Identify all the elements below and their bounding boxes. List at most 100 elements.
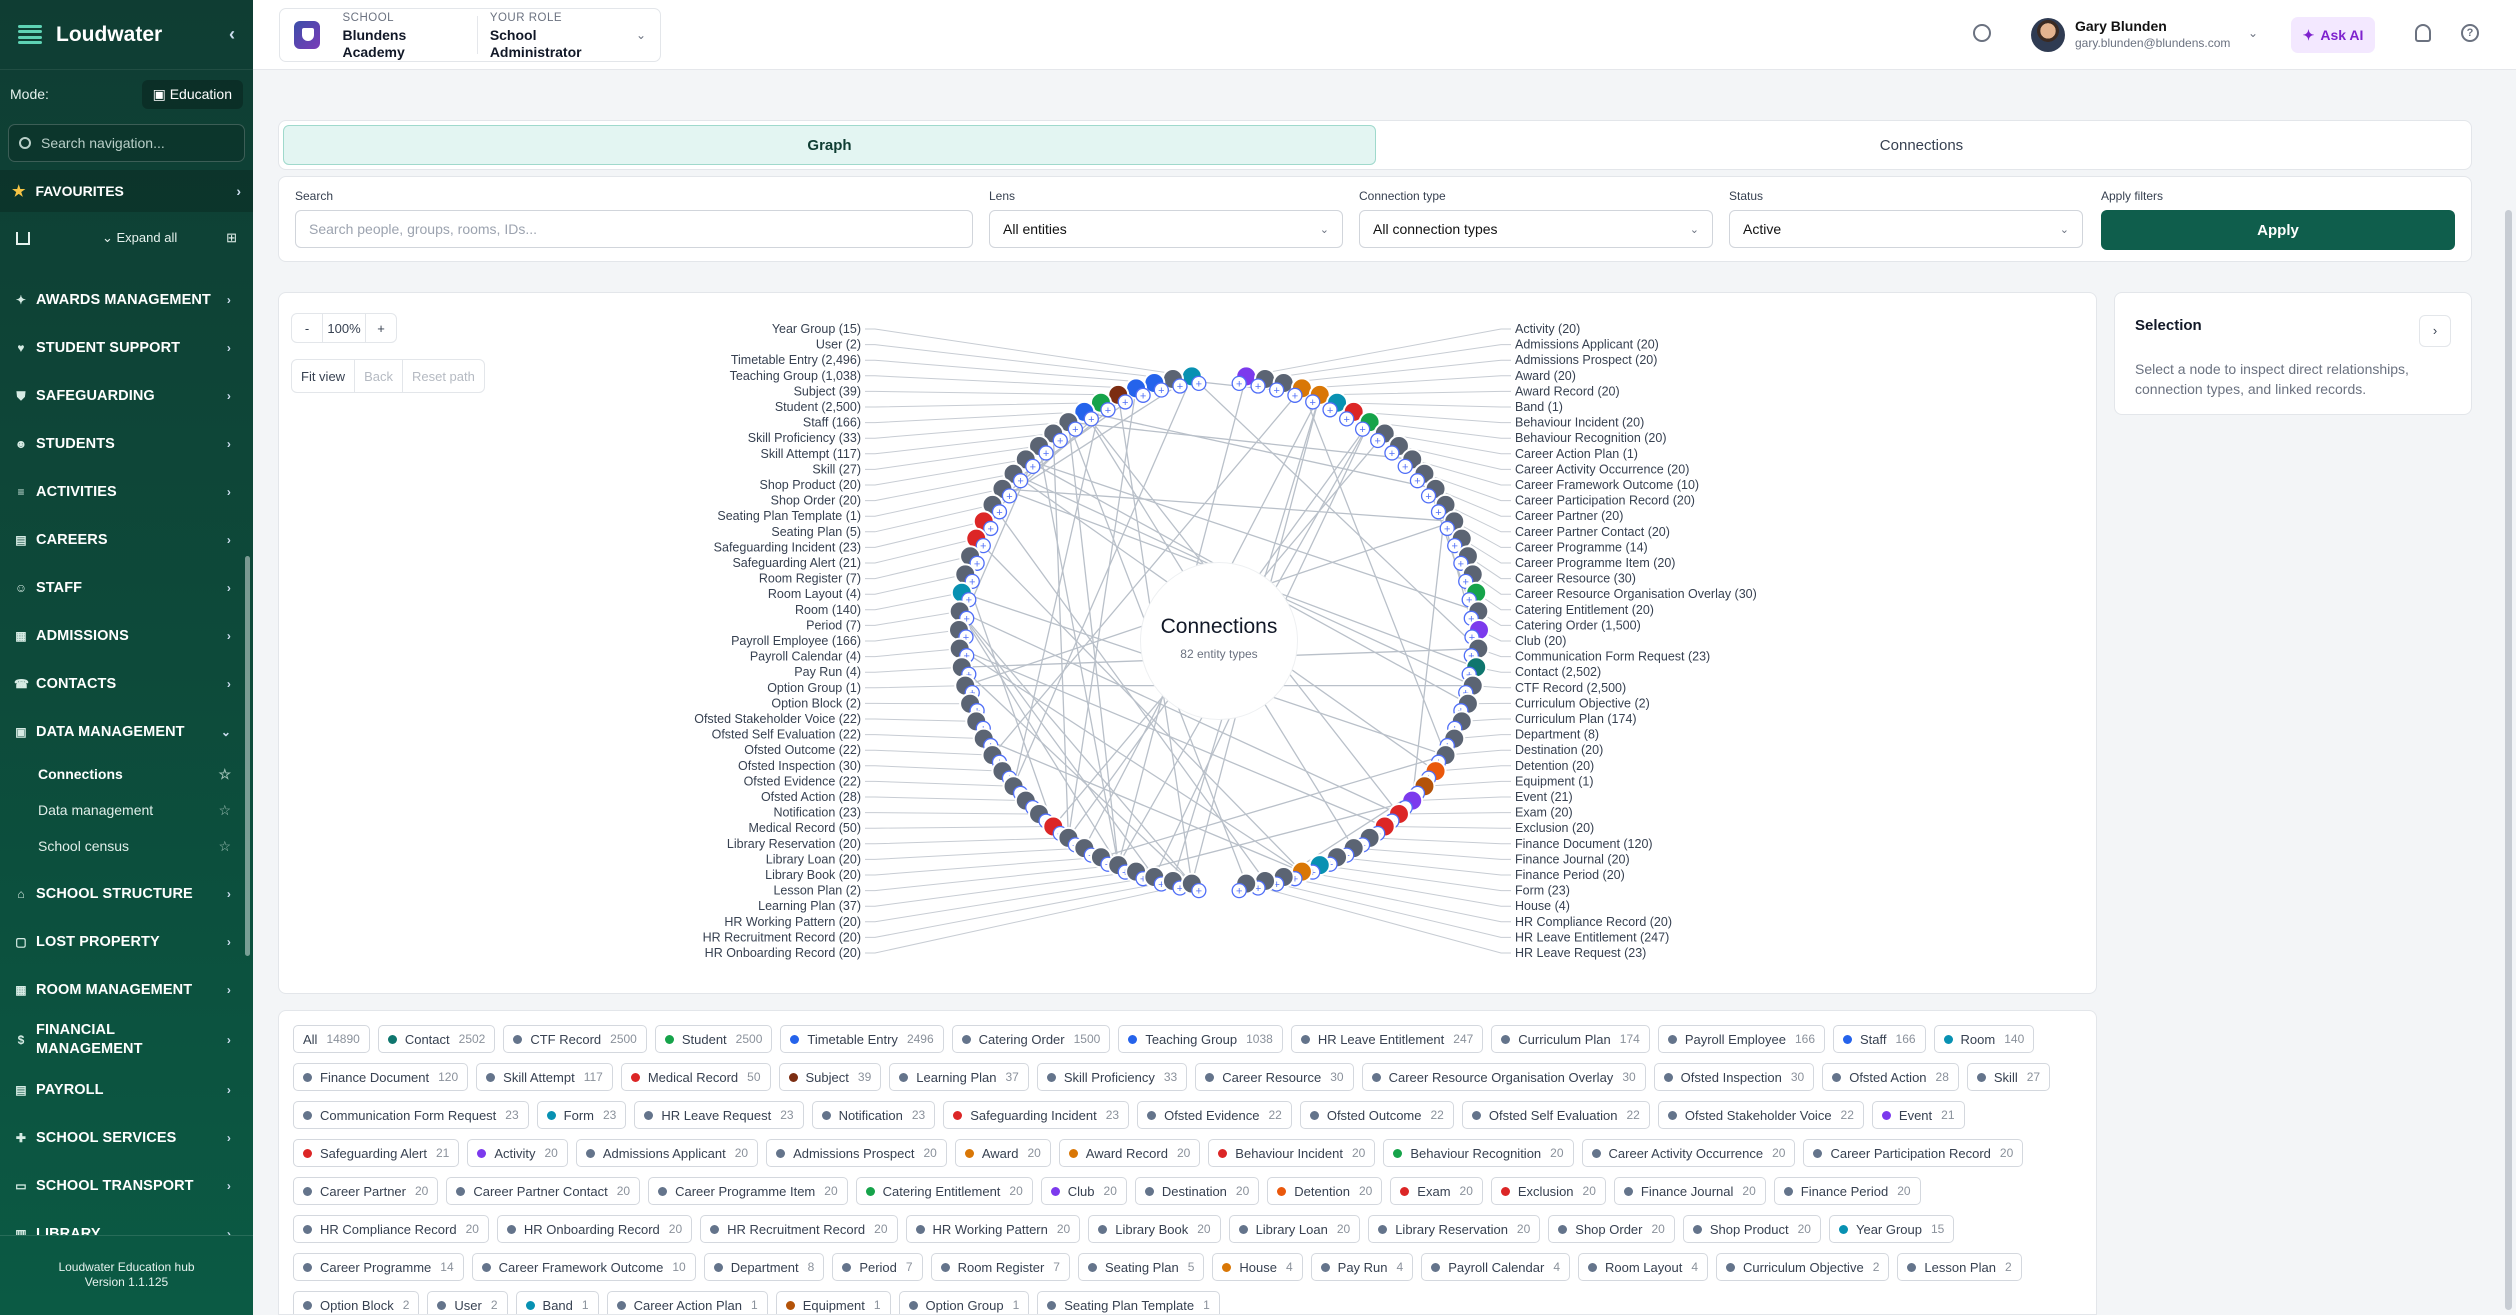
entity-filter-chip[interactable]: Option Block 2 (293, 1291, 420, 1314)
nav-search-input[interactable]: Search navigation... (8, 124, 245, 162)
reset-path-button[interactable]: Reset path (411, 368, 475, 384)
expand-node-icon[interactable] (1250, 378, 1266, 394)
node-label[interactable]: Club (20) (1515, 634, 1566, 648)
entity-filter-chip[interactable]: Option Group 1 (898, 1291, 1030, 1314)
status-select[interactable]: Active ⌄ (1729, 210, 2083, 248)
entity-filter-chip[interactable]: Ofsted Stakeholder Voice 22 (1657, 1101, 1864, 1129)
entity-filter-chip[interactable]: Library Book 20 (1088, 1215, 1221, 1243)
entity-filter-chip[interactable]: Ofsted Action 28 (1822, 1063, 1959, 1091)
entity-filter-chip[interactable]: Room Register 7 (930, 1253, 1070, 1281)
sidebar-item-awards-management[interactable]: ✦ AWARDS MANAGEMENT › (0, 276, 245, 324)
node-label[interactable]: Library Loan (20) (766, 852, 861, 866)
entity-filter-chip[interactable]: Skill Attempt 117 (476, 1063, 613, 1091)
expand-node-icon[interactable] (969, 555, 985, 571)
expand-node-icon[interactable] (1409, 473, 1426, 489)
node-label[interactable]: Finance Journal (20) (1515, 852, 1630, 866)
expand-node-icon[interactable] (975, 537, 991, 554)
node-label[interactable]: Exclusion (20) (1515, 821, 1594, 835)
node-label[interactable]: Event (21) (1515, 790, 1573, 804)
sidebar-item-lost-property[interactable]: ▢ LOST PROPERTY › (0, 918, 245, 966)
entity-filter-chip[interactable]: Award Record 20 (1058, 1139, 1201, 1167)
grid-icon[interactable]: ⊞ (226, 230, 237, 245)
entity-filter-chip[interactable]: Curriculum Objective 2 (1716, 1253, 1890, 1281)
entity-filter-chip[interactable]: Shop Order 20 (1548, 1215, 1675, 1243)
chevron-right-icon[interactable]: › (2419, 315, 2451, 347)
node-label[interactable]: User (2) (816, 338, 861, 352)
node-label[interactable]: Student (2,500) (775, 400, 861, 414)
entity-filter-chip[interactable]: Career Partner Contact 20 (446, 1177, 641, 1205)
brand[interactable]: Loudwater ‹ (0, 0, 253, 70)
node-label[interactable]: HR Leave Request (23) (1515, 946, 1646, 960)
entity-filter-chip[interactable]: Skill 27 (1966, 1063, 2051, 1091)
expand-node-icon[interactable] (1354, 421, 1371, 437)
tab-connections[interactable]: Connections (1879, 136, 1964, 154)
node-label[interactable]: Ofsted Evidence (22) (744, 774, 861, 788)
sidebar-item-staff[interactable]: ☺ STAFF › (0, 564, 245, 612)
node-label[interactable]: Finance Document (120) (1515, 837, 1653, 851)
avatar[interactable] (2031, 18, 2065, 52)
entity-filter-chip[interactable]: Payroll Calendar 4 (1421, 1253, 1571, 1281)
chevron-down-icon[interactable]: ⌄ (2248, 26, 2259, 40)
node-label[interactable]: Behaviour Incident (20) (1515, 416, 1644, 430)
sidebar-subitem-connections[interactable]: Connections ☆ (0, 756, 245, 792)
node-label[interactable]: Curriculum Plan (174) (1515, 712, 1637, 726)
school-selector[interactable]: SCHOOL Blundens Academy YOUR ROLE School A… (279, 8, 661, 62)
favourites-section[interactable]: ★ FAVOURITES › (0, 170, 253, 212)
node-label[interactable]: Admissions Prospect (20) (1515, 353, 1657, 367)
expand-node-icon[interactable] (1153, 382, 1169, 398)
node-label[interactable]: Ofsted Action (28) (761, 790, 861, 804)
node-label[interactable]: Communication Form Request (23) (1515, 650, 1710, 664)
entity-filter-chip[interactable]: Contact 2502 (377, 1025, 496, 1053)
entity-filter-chip[interactable]: Lesson Plan 2 (1897, 1253, 2022, 1281)
connections-graph[interactable]: + + + + + + + + + + + + + + + + + + + + + + + + + + + + + + + + + + + + + + + +… (279, 293, 2098, 995)
node-label[interactable]: Catering Entitlement (20) (1515, 603, 1654, 617)
sidebar-item-school-services[interactable]: ✚ SCHOOL SERVICES › (0, 1114, 245, 1162)
node-label[interactable]: HR Recruitment Record (20) (703, 930, 861, 944)
node-label[interactable]: Shop Order (20) (771, 494, 861, 508)
node-label[interactable]: Ofsted Outcome (22) (744, 743, 861, 757)
entity-filter-chip[interactable]: Exam 20 (1390, 1177, 1483, 1205)
sidebar-item-payroll[interactable]: ▤ PAYROLL › (0, 1066, 245, 1114)
node-label[interactable]: Subject (39) (794, 384, 861, 398)
entity-filter-chip[interactable]: Career Resource 30 (1195, 1063, 1354, 1091)
graph-center-node[interactable]: Connections 82 entity types (1141, 563, 1297, 719)
entity-filter-chip[interactable]: Finance Document 120 (293, 1063, 469, 1091)
entity-filter-chip[interactable]: Exclusion 20 (1490, 1177, 1606, 1205)
entity-filter-chip[interactable]: Timetable Entry 2496 (780, 1025, 944, 1053)
entity-filter-chip[interactable]: CTF Record 2500 (503, 1025, 647, 1053)
node-label[interactable]: HR Leave Entitlement (247) (1515, 930, 1669, 944)
entity-filter-chip[interactable]: Teaching Group 1038 (1118, 1025, 1283, 1053)
sidebar-item-room-management[interactable]: ▦ ROOM MANAGEMENT › (0, 966, 245, 1014)
node-label[interactable]: Safeguarding Incident (23) (714, 540, 861, 554)
node-label[interactable]: Exam (20) (1515, 806, 1573, 820)
home-icon[interactable] (16, 231, 30, 245)
search-icon[interactable] (1973, 24, 1991, 42)
fit-view-button[interactable]: Fit view (292, 360, 356, 392)
node-label[interactable]: Contact (2,502) (1515, 665, 1601, 679)
entity-filter-chip[interactable]: Admissions Prospect 20 (766, 1139, 947, 1167)
bell-icon[interactable] (2415, 24, 2431, 42)
entity-filter-chip[interactable]: Student 2500 (654, 1025, 773, 1053)
entity-filter-chip[interactable]: Shop Product 20 (1682, 1215, 1821, 1243)
node-label[interactable]: Shop Product (20) (760, 478, 861, 492)
sidebar-item-data-management[interactable]: ▣ DATA MANAGEMENT ⌄ (0, 708, 245, 756)
node-label[interactable]: Career Resource (30) (1515, 572, 1636, 586)
node-label[interactable]: Payroll Calendar (4) (750, 650, 861, 664)
expand-node-icon[interactable] (983, 520, 999, 537)
node-label[interactable]: Room Layout (4) (768, 587, 861, 601)
entity-filter-chip[interactable]: Career Activity Occurrence 20 (1581, 1139, 1796, 1167)
entity-filter-chip[interactable]: Year Group 15 (1828, 1215, 1955, 1243)
node-label[interactable]: Library Reservation (20) (727, 837, 861, 851)
node-label[interactable]: Ofsted Self Evaluation (22) (712, 728, 861, 742)
node-label[interactable]: Behaviour Recognition (20) (1515, 431, 1666, 445)
expand-node-icon[interactable] (1439, 520, 1455, 537)
expand-node-icon[interactable] (1012, 473, 1029, 489)
entity-filter-chip[interactable]: Career Framework Outcome 10 (471, 1253, 696, 1281)
node-label[interactable]: HR Compliance Record (20) (1515, 915, 1672, 929)
entity-search-input[interactable]: Search people, groups, rooms, IDs... (295, 210, 973, 248)
node-label[interactable]: Ofsted Stakeholder Voice (22) (694, 712, 861, 726)
entity-filter-chip[interactable]: Career Partner 20 (293, 1177, 439, 1205)
entity-filter-chip[interactable]: HR Leave Entitlement 247 (1290, 1025, 1484, 1053)
help-icon[interactable]: ? (2461, 24, 2479, 42)
sidebar-item-activities[interactable]: ≡ ACTIVITIES › (0, 468, 245, 516)
